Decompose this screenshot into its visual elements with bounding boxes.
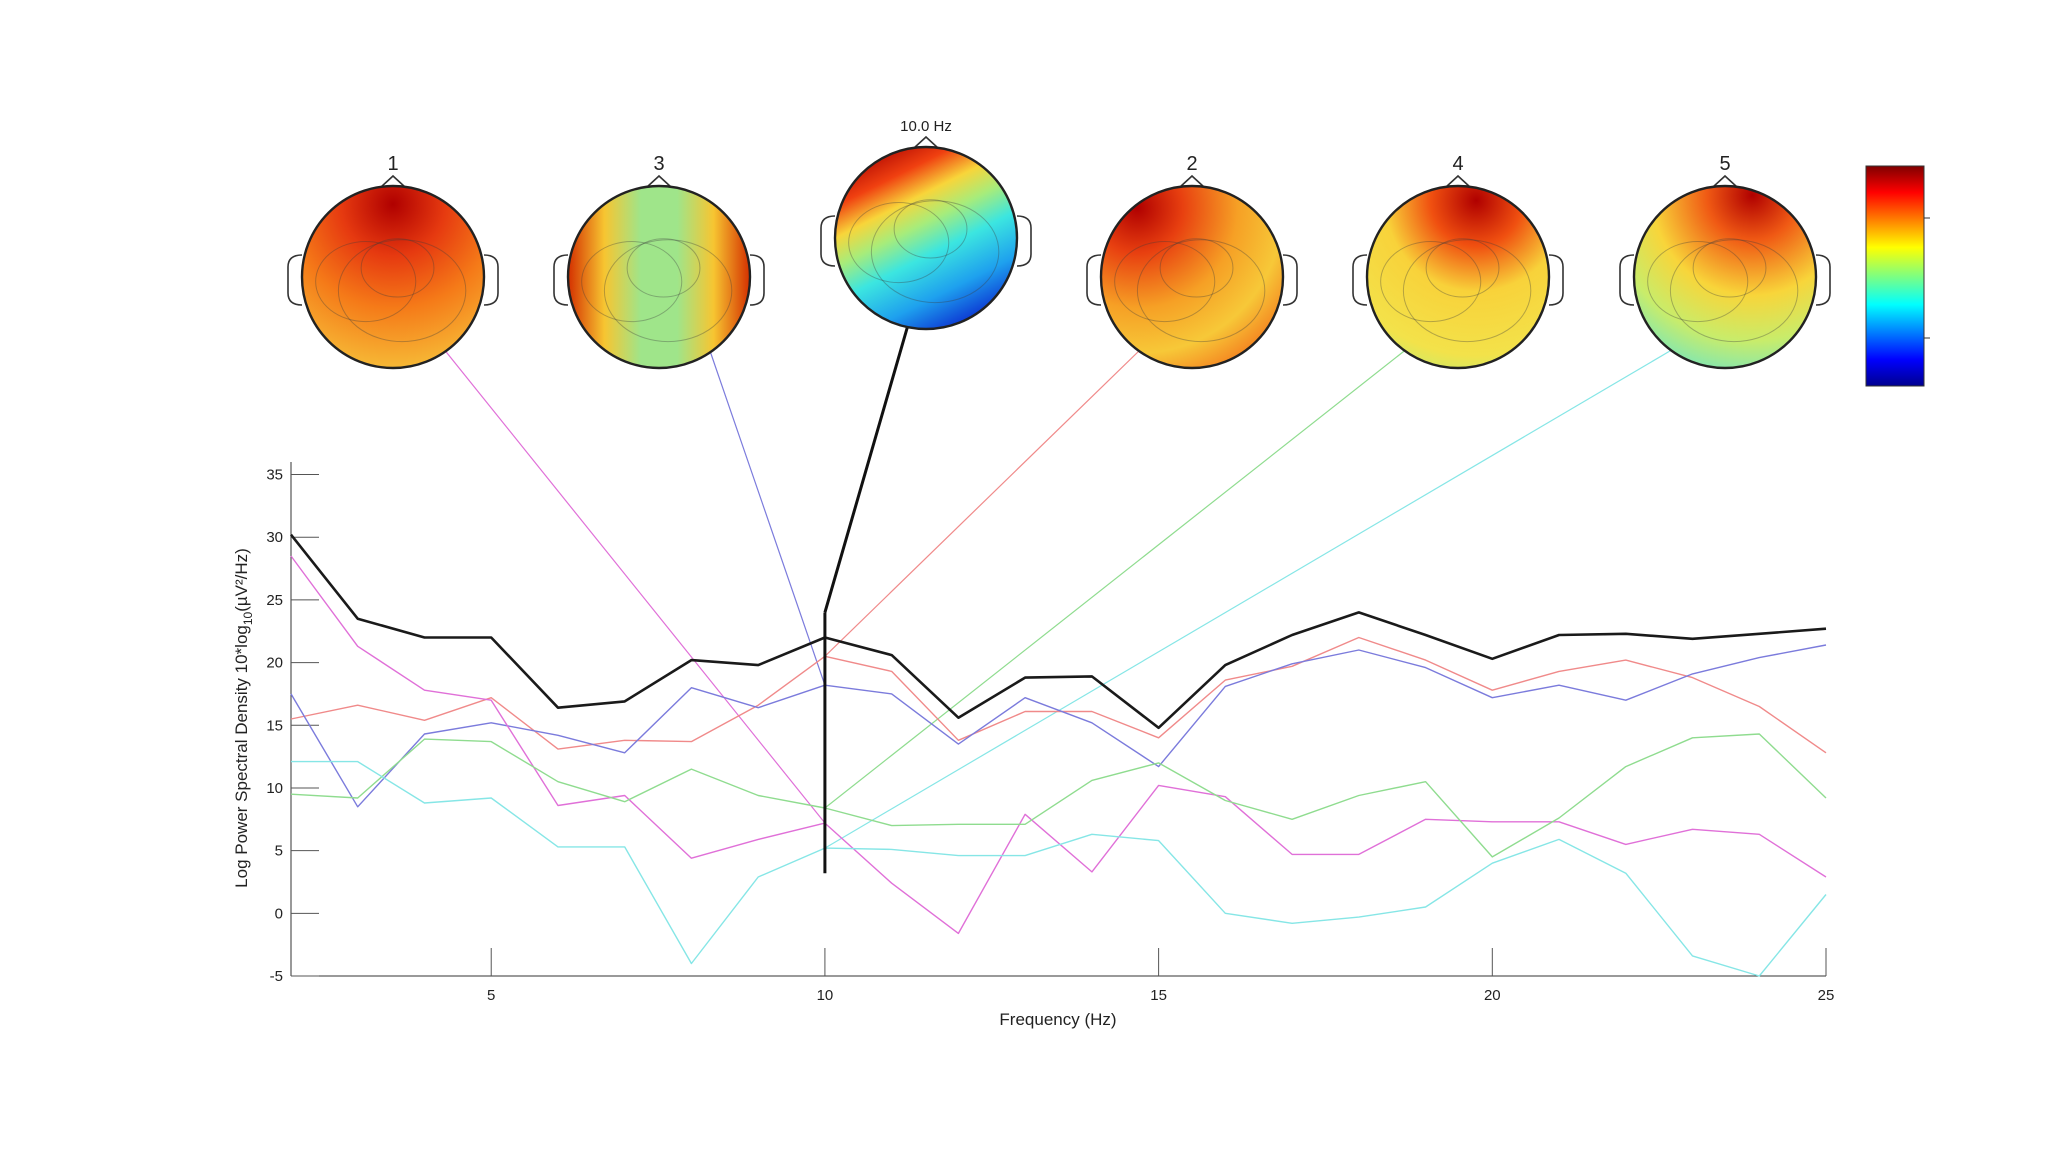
y-tick-label: -5 (270, 968, 283, 985)
nose (646, 174, 672, 188)
x-tick-label: 25 (1818, 987, 1835, 1004)
ear-right (749, 254, 765, 306)
ear-left (1086, 254, 1102, 306)
y-axis-label-subscript: 10 (241, 611, 255, 625)
connector-line (442, 347, 826, 824)
spectra-lines (289, 533, 1827, 977)
scalp-map-fill (1101, 186, 1283, 368)
contour-line (603, 239, 733, 343)
scalp-map: 4 (1352, 153, 1564, 370)
series-line-comp-blue (290, 644, 1827, 808)
contour-line (626, 238, 701, 298)
series-line-comp-red (290, 636, 1827, 754)
scalp-map: 1 (287, 153, 499, 370)
head-outline (1632, 184, 1818, 370)
nose (913, 135, 939, 149)
series-line-total (289, 533, 1827, 730)
ear-right (1016, 215, 1032, 267)
contour-line (1669, 239, 1799, 343)
head-outline (1099, 184, 1285, 370)
contour-line (315, 241, 417, 323)
scalp-map-fill (568, 186, 750, 368)
connector-line (823, 324, 910, 613)
ear-left (1352, 254, 1368, 306)
connector-line (708, 347, 826, 686)
y-tick-label: 10 (266, 780, 283, 797)
contour-line (1159, 238, 1234, 298)
scalp-map: 10.0 Hz (820, 118, 1032, 331)
y-tick-label: 30 (266, 529, 283, 546)
ear-right (483, 254, 499, 306)
nose (380, 174, 406, 188)
y-tick-label: 25 (266, 592, 283, 609)
connector-line (824, 347, 1143, 657)
contour-line (581, 241, 683, 323)
y-tick-label: 0 (275, 905, 283, 922)
x-axis-label: Frequency (Hz) (999, 1010, 1116, 1029)
ear-left (1619, 254, 1635, 306)
head-outline (833, 145, 1019, 331)
colorbar-gradient (1865, 165, 1925, 387)
contour-line (893, 199, 968, 259)
contour-line (1647, 241, 1749, 323)
ear-right (1815, 254, 1831, 306)
ear-left (553, 254, 569, 306)
y-tick-label: 35 (266, 467, 283, 484)
scalp-maps: 1 3 10.0 Hz 2 4 5 (287, 118, 1831, 370)
scalp-map-fill (1367, 186, 1549, 368)
ear-left (820, 215, 836, 267)
connector-line (824, 347, 1676, 849)
contour-line (1114, 241, 1216, 323)
contour-line (1380, 241, 1482, 323)
scalp-map: 3 (553, 153, 765, 370)
y-axis-label-suffix: (µV²/Hz) (232, 548, 251, 612)
y-axis-label-prefix: Log Power Spectral Density 10*log (232, 625, 251, 888)
scalp-map: 5 (1619, 153, 1831, 370)
x-tick-label: 5 (487, 987, 495, 1004)
component-label: 2 (1186, 153, 1197, 175)
contour-line (1136, 239, 1266, 343)
contour-line (848, 202, 950, 284)
contour-line (1692, 238, 1767, 298)
contour-line (1425, 238, 1500, 298)
ear-right (1548, 254, 1564, 306)
scalp-map-fill (835, 147, 1017, 329)
colorbar (1865, 165, 1930, 387)
x-tick-label: 10 (817, 987, 834, 1004)
x-tick-label: 15 (1150, 987, 1167, 1004)
series-line-comp-magenta (290, 555, 1827, 935)
contour-line (360, 238, 435, 298)
nose (1712, 174, 1738, 188)
x-tick-label: 20 (1484, 987, 1501, 1004)
nose (1179, 174, 1205, 188)
ear-right (1282, 254, 1298, 306)
contour-line (1402, 239, 1532, 343)
nose (1445, 174, 1471, 188)
scalp-map-fill (302, 186, 484, 368)
component-label: 5 (1719, 153, 1730, 175)
plot-axes: -5 0 5 10 15 20 25 30 35 5 10 15 20 25 (266, 462, 1834, 1004)
y-tick-label: 20 (266, 655, 283, 672)
head-outline (300, 184, 486, 370)
scalp-map: 2 (1086, 153, 1298, 370)
component-label: 3 (653, 153, 664, 175)
component-label: 1 (387, 153, 398, 175)
component-label: 4 (1452, 153, 1463, 175)
ear-left (287, 254, 303, 306)
head-outline (566, 184, 752, 370)
scalp-map-fill (1634, 186, 1816, 368)
y-tick-label: 15 (266, 717, 283, 734)
connector-line (824, 347, 1409, 809)
frequency-label: 10.0 Hz (900, 118, 952, 135)
connector-lines (442, 324, 1676, 849)
contour-line (870, 200, 1000, 304)
y-tick-label: 5 (275, 843, 283, 860)
head-outline (1365, 184, 1551, 370)
contour-line (337, 239, 467, 343)
series-line-comp-cyan (291, 760, 1827, 977)
y-axis-label: Log Power Spectral Density 10*log10(µV²/… (232, 548, 255, 888)
series-line-comp-green (290, 733, 1827, 858)
